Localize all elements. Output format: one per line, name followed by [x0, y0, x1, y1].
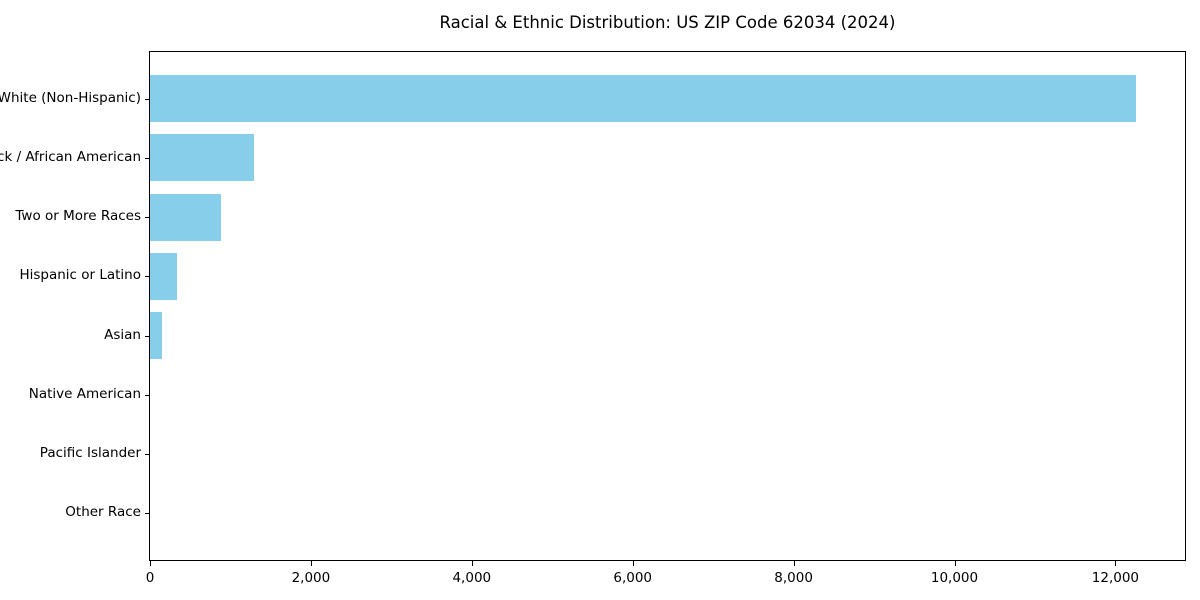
y-tick-label: Pacific Islander [39, 445, 141, 462]
x-tick-mark [150, 561, 151, 566]
y-tick-label: Native American [28, 385, 141, 402]
x-tick-label: 8,000 [774, 570, 813, 586]
x-tick-label: 2,000 [291, 570, 331, 586]
bar [150, 193, 221, 241]
x-tick-label: 12,000 [1091, 570, 1140, 586]
chart-title: Racial & Ethnic Distribution: US ZIP Cod… [439, 13, 896, 32]
bar [150, 252, 178, 300]
y-tick-mark [145, 217, 150, 219]
y-tick-label: Black / African American [0, 148, 141, 165]
y-tick-label: Hispanic or Latino [19, 267, 141, 284]
bar [150, 312, 163, 360]
y-tick-label: Two or More Races [15, 208, 141, 225]
y-tick-mark [145, 276, 150, 278]
y-tick-label: Asian [104, 326, 141, 343]
y-tick-label: White (Non-Hispanic) [0, 89, 141, 106]
x-tick-label: 6,000 [613, 570, 653, 586]
x-tick-label: 10,000 [930, 570, 979, 586]
bar [150, 75, 1136, 123]
x-tick-mark [471, 561, 473, 566]
x-tick-mark [1115, 561, 1117, 566]
x-tick-mark [310, 561, 312, 566]
y-tick-mark [145, 98, 150, 100]
y-tick-mark [145, 157, 150, 159]
x-tick-label: 0 [145, 570, 155, 586]
y-tick-label: Other Race [65, 504, 141, 521]
y-tick-mark [145, 335, 150, 337]
x-tick-mark [793, 561, 795, 566]
plot-area: White (Non-Hispanic) Black / African Amer… [0, 51, 1186, 586]
y-tick-mark [145, 454, 150, 456]
bar [150, 134, 254, 182]
y-tick-mark [145, 394, 150, 396]
y-tick-mark [145, 513, 150, 515]
x-tick-mark [954, 561, 956, 566]
x-tick-mark [632, 561, 634, 566]
x-tick-label: 4,000 [452, 570, 492, 586]
